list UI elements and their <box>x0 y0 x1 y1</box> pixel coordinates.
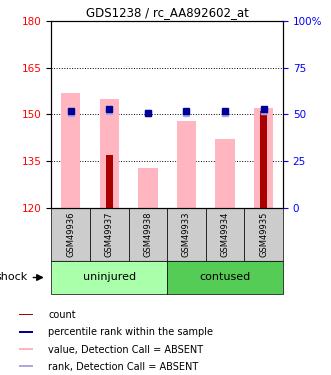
Bar <box>215 140 235 208</box>
Bar <box>19 314 33 315</box>
Bar <box>138 168 158 208</box>
Text: uninjured: uninjured <box>83 273 136 282</box>
Text: GSM49936: GSM49936 <box>66 211 75 257</box>
Title: GDS1238 / rc_AA892602_at: GDS1238 / rc_AA892602_at <box>86 6 249 20</box>
Text: value, Detection Call = ABSENT: value, Detection Call = ABSENT <box>48 345 204 354</box>
Bar <box>19 331 33 333</box>
Text: GSM49935: GSM49935 <box>259 211 268 257</box>
Bar <box>167 208 206 261</box>
Text: count: count <box>48 310 76 320</box>
Bar <box>244 208 283 261</box>
Bar <box>19 348 33 350</box>
Text: contused: contused <box>200 273 251 282</box>
Text: GSM49938: GSM49938 <box>143 211 152 257</box>
Bar <box>106 155 113 208</box>
Bar <box>19 365 33 367</box>
Bar <box>100 99 119 208</box>
Bar <box>61 93 80 208</box>
Bar <box>206 208 244 261</box>
Bar <box>90 208 128 261</box>
Bar <box>51 261 167 294</box>
Text: GSM49937: GSM49937 <box>105 211 114 257</box>
Text: percentile rank within the sample: percentile rank within the sample <box>48 327 213 337</box>
Bar <box>51 208 90 261</box>
Bar <box>177 121 196 208</box>
Text: GSM49934: GSM49934 <box>220 211 230 257</box>
Bar <box>254 108 273 208</box>
Text: shock: shock <box>0 273 28 282</box>
Bar <box>128 208 167 261</box>
Text: GSM49933: GSM49933 <box>182 211 191 257</box>
Bar <box>167 261 283 294</box>
Bar <box>260 111 267 208</box>
Text: rank, Detection Call = ABSENT: rank, Detection Call = ABSENT <box>48 362 199 372</box>
